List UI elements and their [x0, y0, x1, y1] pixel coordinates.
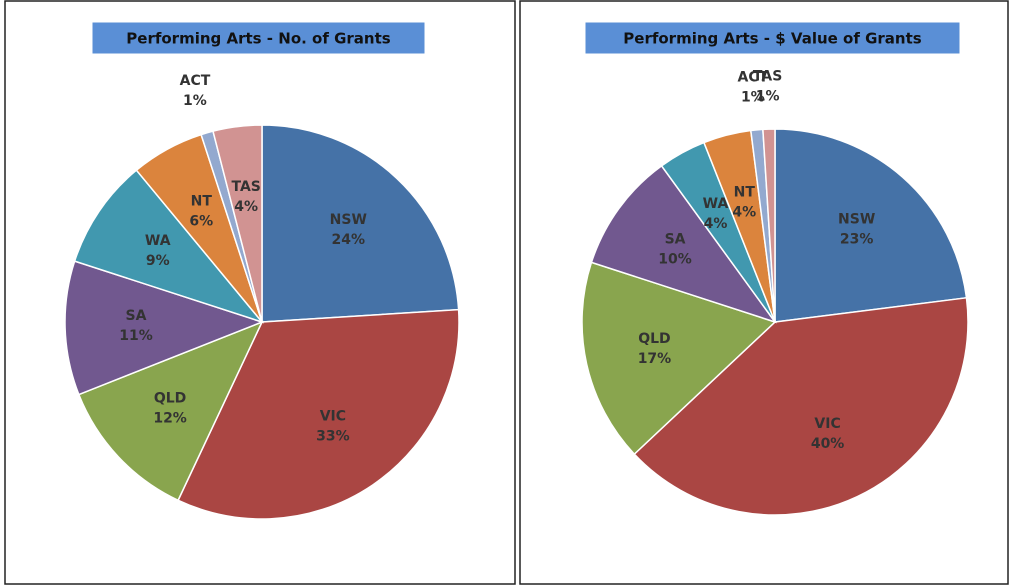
slice-category: SA — [665, 231, 686, 247]
slice-value: 24% — [332, 232, 366, 248]
title-box — [584, 21, 961, 55]
pie-slice — [762, 128, 776, 323]
slice-value: 4% — [234, 199, 258, 215]
pie-slice — [177, 308, 460, 520]
pie-slice — [633, 296, 969, 516]
slice-value: 11% — [119, 328, 153, 344]
slice-category: WA — [703, 196, 729, 212]
pie-slice — [261, 124, 460, 323]
slice-value: 10% — [658, 251, 692, 267]
slice-value: 1% — [183, 93, 207, 109]
slice-value: 9% — [146, 253, 170, 269]
pie-slice — [590, 164, 777, 324]
slice-value: 4% — [732, 204, 756, 220]
slice-category: TAS — [753, 69, 782, 85]
slice-category: VIC — [814, 416, 840, 432]
slice-category: SA — [126, 308, 147, 324]
slice-category: NSW — [838, 211, 875, 227]
slice-value: 23% — [840, 231, 874, 247]
slice-value: 1% — [756, 89, 780, 105]
slice-category: TAS — [232, 179, 261, 195]
slice-value: 17% — [638, 351, 672, 367]
slice-value: 12% — [153, 410, 187, 426]
slice-category: QLD — [638, 331, 670, 347]
slice-category: QLD — [154, 390, 186, 406]
slice-category: NSW — [330, 212, 367, 228]
pie-slice — [212, 124, 263, 323]
slice-value: 1% — [741, 90, 765, 106]
pie-slice — [73, 169, 265, 324]
pie-slice — [77, 320, 264, 502]
slice-value: 33% — [316, 428, 350, 444]
chart-title: Performing Arts - No. of Grants — [126, 30, 390, 48]
slice-category: VIC — [320, 408, 346, 424]
slice-category: ACT — [738, 70, 769, 86]
slice-value: 40% — [811, 436, 845, 452]
slice-category: NT — [191, 194, 213, 210]
pie-slice — [774, 128, 968, 323]
slice-value: 4% — [704, 216, 728, 232]
pie-slice — [64, 260, 265, 396]
slice-category: ACT — [180, 73, 211, 89]
pie-slice — [581, 261, 777, 456]
title-box — [91, 21, 426, 55]
chart-title: Performing Arts - $ Value of Grants — [623, 30, 921, 48]
slice-category: WA — [145, 233, 171, 249]
slice-value: 6% — [189, 214, 213, 230]
slice-category: NT — [734, 184, 756, 200]
